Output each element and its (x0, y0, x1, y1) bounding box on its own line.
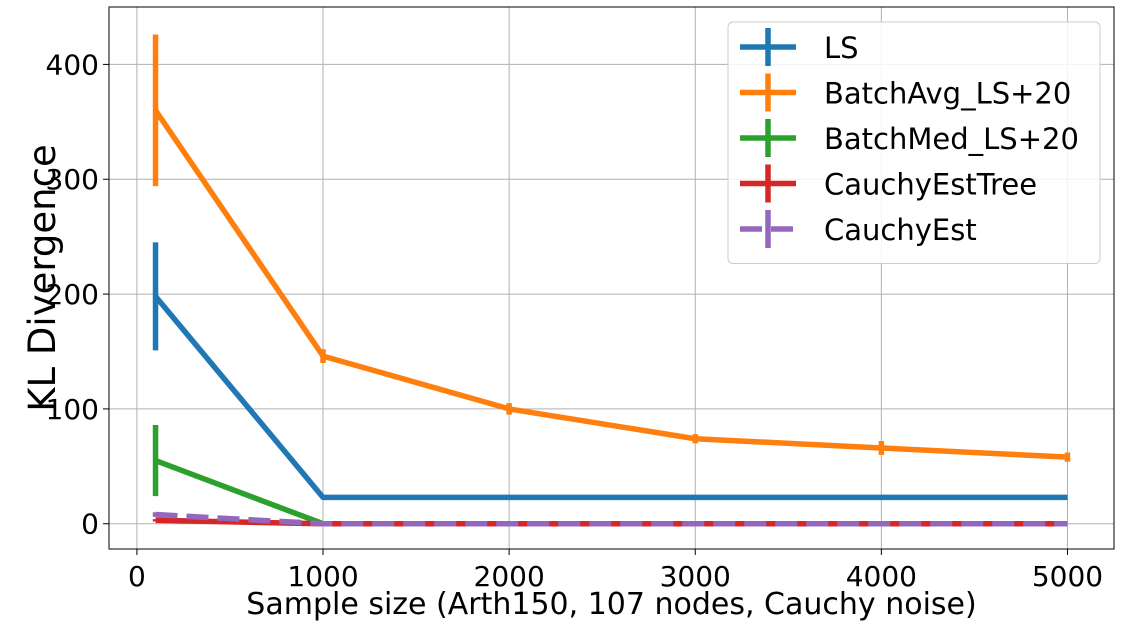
legend-entry: BatchMed_LS+20 (740, 119, 1079, 157)
legend-entry: CauchyEst (740, 210, 977, 248)
legend: LS BatchAvg_LS+20 BatchMed_LS+20 CauchyEstT… (727, 21, 1101, 264)
legend-entry: CauchyEstTree (740, 164, 1037, 203)
x-tick-label: 1000 (287, 560, 358, 593)
y-tick-label: 0 (81, 508, 99, 541)
plot-frame (108, 6, 1115, 550)
series-lines (152, 34, 1071, 527)
legend-box (727, 21, 1101, 264)
y-tick-label: 400 (46, 48, 99, 81)
legend-label: BatchMed_LS+20 (824, 122, 1079, 156)
legend-label: CauchyEstTree (824, 168, 1037, 202)
legend-label: BatchAvg_LS+20 (824, 77, 1071, 111)
legend-entry: BatchAvg_LS+20 (740, 73, 1071, 112)
legend-label: LS (824, 31, 859, 65)
y-tick-label: 100 (46, 393, 99, 426)
series-BatchMed_LS+20 (152, 424, 1068, 527)
axis-ticks: 0 1000 2000 3000 4000 5000 0 100 200 300 400 (46, 48, 1104, 593)
x-tick-label: 2000 (474, 560, 545, 593)
x-tick-label: 0 (128, 560, 146, 593)
series-line (153, 108, 1068, 460)
y-tick-label: 200 (46, 278, 99, 311)
series-LS (152, 242, 1068, 501)
x-tick-label: 4000 (846, 560, 917, 593)
series-BatchAvg_LS+20 (152, 34, 1071, 462)
y-tick-label: 300 (46, 163, 99, 196)
y-axis-label: KL Divergence (21, 144, 64, 411)
series-line (155, 511, 1068, 527)
x-tick-label: 3000 (660, 560, 731, 593)
legend-entry: LS (740, 28, 859, 66)
x-tick-label: 5000 (1032, 560, 1103, 593)
x-axis-label: Sample size (Arth150, 107 nodes, Cauchy … (246, 587, 976, 622)
series-CauchyEst (152, 511, 1068, 527)
legend-label: CauchyEst (824, 213, 977, 247)
series-line (153, 294, 1068, 501)
series-line (154, 458, 1068, 527)
